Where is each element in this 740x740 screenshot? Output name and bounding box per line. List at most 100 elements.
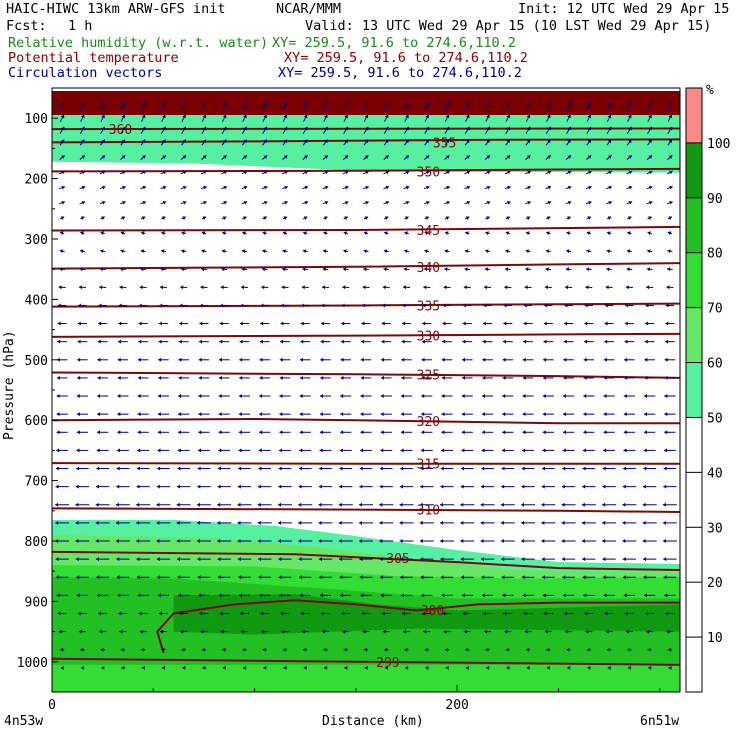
wind-vector: [541, 484, 555, 489]
wind-vector: [177, 448, 190, 453]
wind-vector: [664, 593, 676, 598]
wind-vector: [99, 170, 106, 175]
wind-vector: [627, 216, 632, 220]
wind-vector: [642, 502, 657, 507]
wind-vector: [239, 611, 250, 616]
wind-vector: [565, 267, 572, 272]
wind-vector: [117, 375, 129, 380]
wind-vector: [420, 557, 434, 562]
wind-vector: [77, 339, 88, 344]
wind-vector: [444, 170, 451, 175]
wind-vector: [461, 430, 473, 435]
wind-vector: [542, 394, 554, 399]
wind-vector: [180, 154, 187, 160]
wind-vector: [258, 448, 271, 453]
wind-vector: [343, 102, 348, 110]
wind-vector: [545, 249, 551, 254]
wind-vector: [320, 339, 331, 344]
wind-vector: [218, 394, 230, 399]
wind-vector: [257, 502, 272, 507]
wind-vector: [545, 154, 552, 160]
wind-vector: [180, 267, 187, 272]
wind-vector: [481, 412, 494, 417]
wind-vector: [262, 249, 268, 254]
wind-vector: [381, 339, 392, 344]
wind-vector: [582, 557, 596, 562]
wind-vector: [624, 611, 634, 616]
wind-vector: [585, 170, 592, 175]
wind-vector: [424, 126, 430, 135]
colorbar-tick-label: 20: [707, 576, 723, 591]
wind-vector: [667, 139, 673, 146]
wind-vector: [322, 267, 329, 272]
wind-vector: [157, 448, 170, 453]
wind-vector: [259, 394, 271, 399]
y-tick-label: 700: [25, 475, 48, 490]
wind-vector: [119, 185, 126, 190]
right-endpoint-label: 6n51w: [640, 714, 679, 729]
wind-vector: [544, 629, 552, 634]
wind-vector: [277, 520, 292, 525]
wind-vector: [622, 539, 637, 543]
wind-vector: [603, 593, 615, 598]
wind-vector: [585, 267, 592, 272]
wind-vector: [218, 593, 230, 598]
wind-vector: [322, 249, 329, 254]
wind-vector: [383, 216, 389, 220]
wind-vector: [444, 126, 450, 135]
wind-vector: [197, 466, 211, 471]
wind-vector: [420, 575, 434, 580]
contour-label-315: 315: [417, 458, 440, 473]
wind-vector: [302, 185, 309, 190]
wind-vector: [399, 557, 414, 562]
wind-vector: [566, 647, 571, 652]
wind-vector: [320, 611, 331, 616]
wind-vector: [95, 520, 110, 525]
wind-vector: [342, 267, 349, 272]
wind-vector: [238, 430, 251, 435]
wind-vector: [97, 357, 108, 362]
wind-vector: [606, 139, 612, 146]
wind-vector: [278, 466, 292, 471]
wind-vector: [462, 611, 472, 616]
wind-vector: [403, 185, 410, 190]
wind-vector: [341, 321, 351, 326]
wind-vector: [647, 139, 653, 146]
wind-vector: [382, 303, 391, 308]
wind-vector: [666, 185, 673, 190]
wind-vector: [80, 216, 85, 220]
wind-vector: [583, 394, 595, 399]
wind-vector: [586, 154, 592, 160]
wind-vector: [237, 484, 252, 489]
wind-vector: [161, 647, 166, 652]
wind-vector: [461, 593, 473, 598]
wind-vector: [97, 339, 108, 344]
wind-vector: [423, 285, 431, 290]
wind-vector: [100, 647, 105, 652]
wind-vector: [505, 231, 511, 236]
wind-vector: [545, 170, 552, 175]
wind-vector: [546, 102, 551, 110]
field-rh-name: Relative humidity (w.r.t. water): [8, 35, 269, 51]
wind-vector: [75, 557, 90, 562]
wind-vector: [241, 267, 248, 272]
wind-vector: [199, 611, 209, 616]
wind-vector: [503, 303, 513, 308]
wind-vector: [642, 539, 657, 543]
wind-vector: [139, 629, 147, 634]
wind-vector: [162, 665, 166, 670]
wind-vector: [56, 375, 68, 380]
wind-vector: [338, 520, 353, 525]
wind-vector: [201, 154, 207, 160]
wind-vector: [484, 185, 491, 190]
wind-vector: [117, 430, 129, 435]
wind-vector: [97, 375, 108, 380]
wind-vector: [484, 267, 491, 272]
wind-vector: [200, 285, 208, 290]
wind-vector: [545, 185, 552, 190]
wind-vector: [59, 200, 66, 205]
wind-vector: [77, 357, 88, 362]
wind-vector: [501, 484, 515, 489]
wind-vector: [160, 200, 167, 205]
wind-vector: [606, 170, 613, 175]
